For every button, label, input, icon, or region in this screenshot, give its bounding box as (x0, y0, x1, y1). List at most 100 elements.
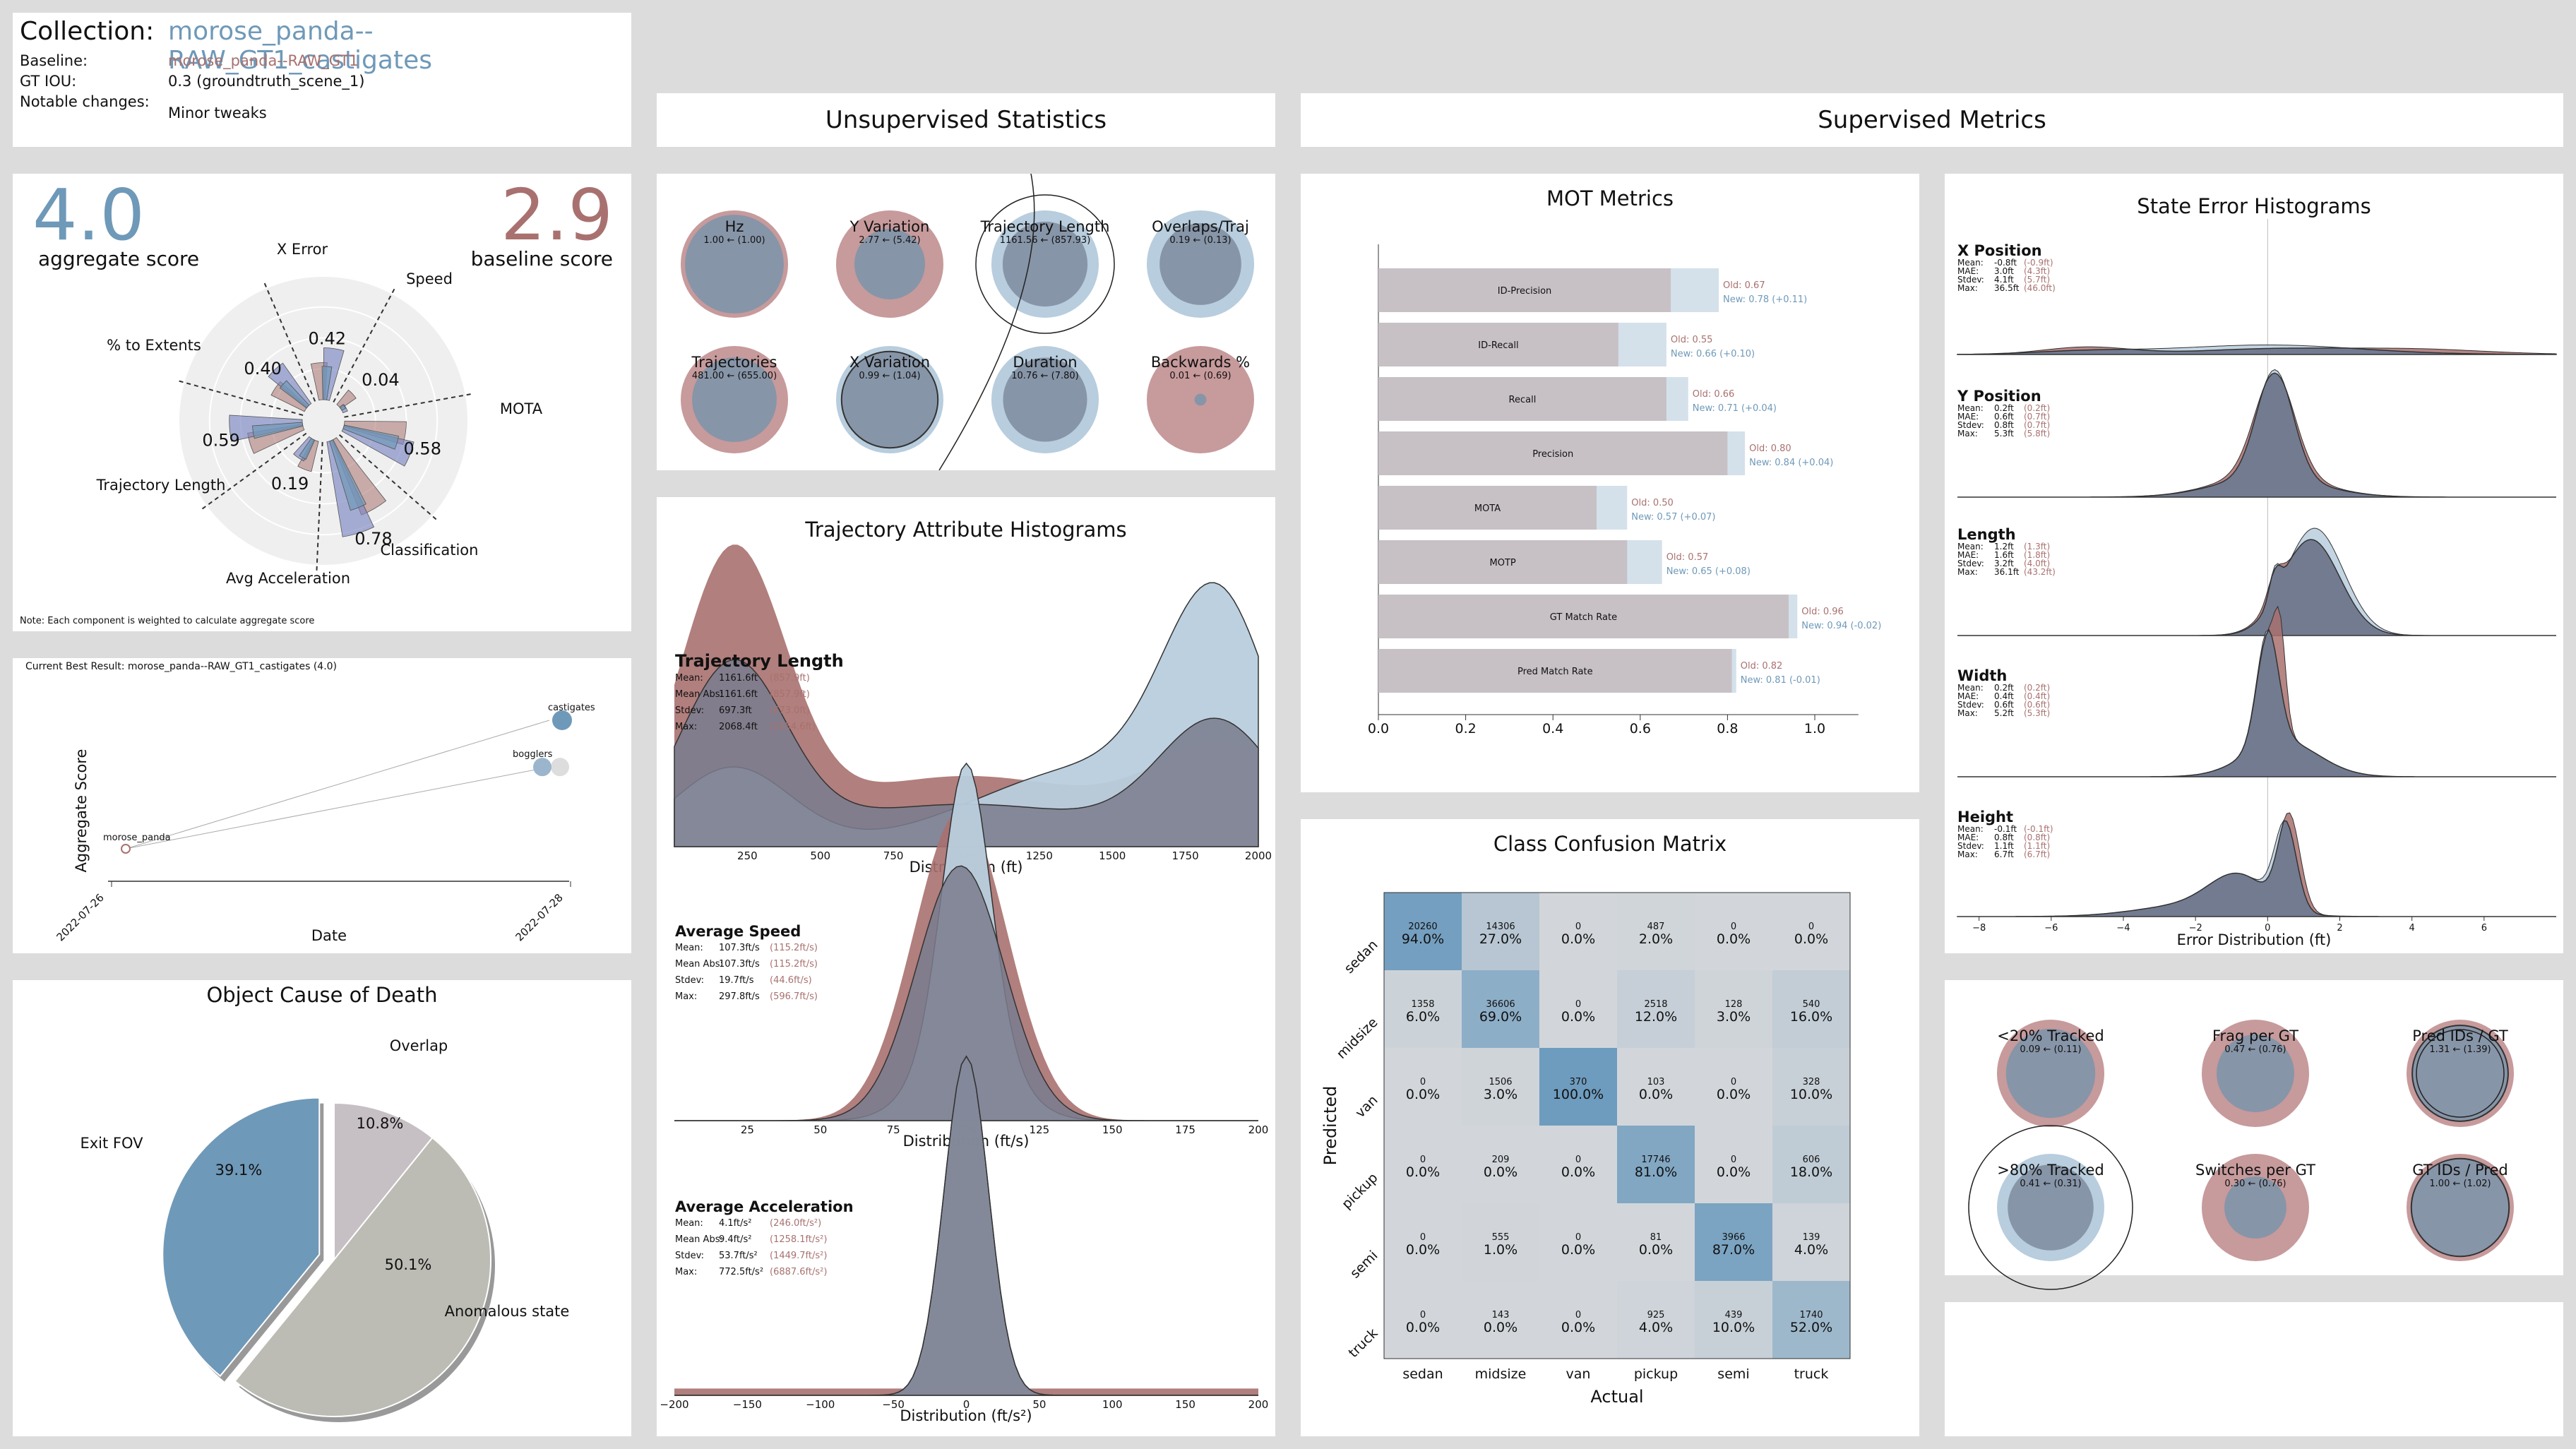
traj-tick-label: 25 (741, 1123, 754, 1136)
confusion-count: 0 (1575, 1310, 1581, 1320)
traj-stat-label: Max: (675, 991, 697, 1002)
confusion-pct: 16.0% (1790, 1009, 1832, 1025)
confusion-count: 1740 (1799, 1310, 1823, 1320)
state-stat-label: MAE: (1957, 833, 1979, 842)
gtiou-label: GT IOU: (20, 73, 77, 90)
bubble-name: Hz (725, 218, 744, 235)
bubble-inner (2217, 1034, 2294, 1112)
state-stat-value: 5.3ft (1994, 429, 2014, 439)
aggregate-panel: 4.0 aggregate score 2.9 baseline score 0… (13, 174, 631, 631)
mot-bar-old (1378, 486, 1597, 530)
mot-old-label: Old: 0.66 (1693, 389, 1735, 400)
confusion-count: 0 (1420, 1077, 1426, 1087)
mot-old-label: Old: 0.96 (1801, 607, 1844, 617)
confusion-y-tick: van (1352, 1092, 1381, 1121)
state-tick-label: −2 (2189, 923, 2202, 934)
bubble-inner (2008, 1164, 2094, 1251)
death-pie: 10.8% Overlap 50.1% Anomalous state 39.1% Exi… (80, 1037, 569, 1423)
mot-old-label: Old: 0.50 (1631, 498, 1674, 508)
polar-divider (344, 393, 473, 418)
bubble-inner (1159, 223, 1241, 305)
confusion-count: 328 (1803, 1077, 1820, 1087)
confusion-count: 2518 (1644, 999, 1667, 1010)
state-stat-value: 0.2ft (1994, 403, 2014, 413)
confusion-y-tick: pickup (1339, 1170, 1381, 1212)
unsup-bubbles-panel: Hz 1.00 ← (1.00) Y Variation 2.77 ← (5.42) T… (657, 174, 1275, 470)
mot-tick-label: 0.0 (1368, 721, 1389, 737)
traj-stat-value: 107.3ft/s (719, 959, 760, 970)
confusion-pct: 12.0% (1635, 1009, 1677, 1025)
traj-stat-label: Max: (675, 1267, 697, 1277)
traj-panel: Trajectory Attribute Histograms 250 500 750… (657, 497, 1275, 1436)
confusion-cell (1772, 1126, 1850, 1203)
confusion-pct: 2.0% (1639, 931, 1673, 947)
traj-stat-title: Average Speed (675, 923, 801, 940)
state-tick-label: 0 (2265, 923, 2270, 934)
state-stat-label: Mean: (1957, 683, 1984, 693)
pie-value-label: 39.1% (215, 1162, 263, 1179)
bubble-name: Pred IDs / GT (2412, 1027, 2508, 1044)
traj-tick-label: 1750 (1172, 849, 1199, 862)
death-panel: Object Cause of Death 10.8% Overlap 50.1% A… (13, 980, 631, 1436)
pie-label: Exit FOV (80, 1135, 143, 1152)
confusion-pct: 4.0% (1794, 1242, 1828, 1258)
polar-divider (333, 287, 396, 403)
history-panel: Current Best Result: morose_panda--RAW_G… (13, 658, 631, 953)
confusion-cell (1617, 1048, 1695, 1126)
polar-overlap-wedge (329, 439, 366, 511)
confusion-count: 0 (1420, 1155, 1426, 1165)
confusion-count: 143 (1492, 1310, 1510, 1320)
confusion-pct: 10.0% (1790, 1087, 1832, 1102)
confusion-x-tick: pickup (1634, 1366, 1678, 1382)
confusion-y-label: Predicted (1320, 1086, 1340, 1166)
traj-tick-label: 50 (1032, 1398, 1046, 1411)
confusion-cell (1617, 970, 1695, 1048)
state-stat-label: MAE: (1957, 691, 1979, 701)
confusion-count: 540 (1803, 999, 1820, 1010)
traj-stat-value: 107.3ft/s (719, 943, 760, 953)
traj-stat-value: 1161.6ft (719, 673, 758, 684)
traj-tick-label: 150 (1102, 1123, 1123, 1136)
traj-stat-title: Trajectory Length (675, 651, 844, 671)
pie-slice (333, 1102, 434, 1262)
traj-stat-value: 297.8ft/s (719, 991, 760, 1002)
mot-old-label: Old: 0.55 (1671, 335, 1713, 345)
state-overlap-area (1957, 347, 2557, 355)
mot-new-label: New: 0.65 (+0.08) (1666, 566, 1751, 577)
polar-overlap-wedge (279, 380, 310, 409)
polar-axis-label: Classification (381, 542, 479, 559)
confusion-count: 139 (1803, 1232, 1820, 1243)
confusion-count: 0 (1731, 1155, 1736, 1165)
confusion-count: 0 (1420, 1232, 1426, 1243)
polar-divider (263, 280, 316, 402)
confusion-pct: 0.0% (1561, 1009, 1595, 1025)
confusion-y-tick: semi (1347, 1248, 1381, 1282)
history-x-tick-label: 2022-07-28 (513, 891, 565, 943)
bubble-ring (2416, 1029, 2505, 1118)
mot-tick-label: 0.8 (1717, 721, 1738, 737)
traj-stat-baseline: (6887.6ft/s²) (770, 1267, 827, 1277)
state-stat-label: Mean: (1957, 824, 1984, 834)
traj-stat-label: Stdev: (675, 975, 704, 986)
pie-value-label: 10.8% (357, 1115, 404, 1132)
traj-tick-label: 750 (883, 849, 904, 862)
mot-bar-label: MOTA (1474, 503, 1501, 514)
header-panel: Collection: morose_panda--RAW_GT1_castig… (13, 13, 631, 147)
polar-axis-label: Speed (406, 270, 453, 287)
confusion-cell (1772, 1203, 1850, 1281)
traj-stat-label: Stdev: (675, 1251, 704, 1261)
confusion-cell (1617, 1203, 1695, 1281)
confusion-cell (1384, 1203, 1462, 1281)
traj-tick-label: 200 (1248, 1123, 1269, 1136)
state-stat-baseline: (5.8ft) (2024, 429, 2050, 439)
state-stat-baseline: (1.8ft) (2024, 550, 2050, 560)
traj-tick-label: 250 (737, 849, 758, 862)
traj-tick-label: 125 (1030, 1123, 1050, 1136)
bubble-name: >80% Tracked (1997, 1162, 2104, 1179)
traj-stat-baseline: (1449.7ft/s²) (770, 1251, 827, 1261)
baseline-label: Baseline: (20, 52, 88, 69)
state-stat-label: Stdev: (1957, 275, 1984, 285)
polar-value-label: 0.40 (244, 359, 281, 378)
polar-overlap-wedge (342, 424, 400, 450)
mot-tick-label: 0.4 (1542, 721, 1563, 737)
